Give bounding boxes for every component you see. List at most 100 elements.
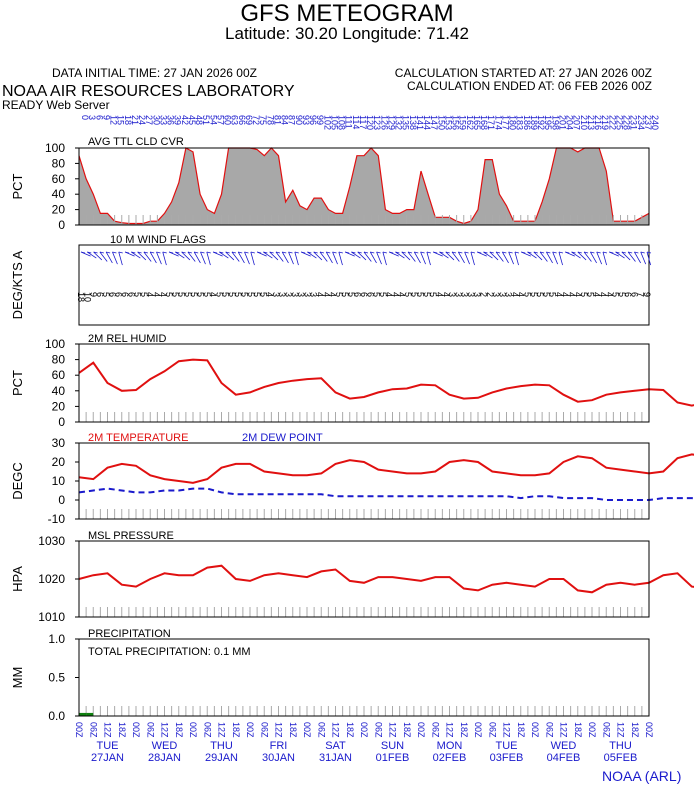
bottom-hour-label: 06Z	[202, 722, 212, 738]
wind-barb-flag	[596, 251, 601, 254]
wind-barb-flag	[577, 251, 582, 254]
wind-speed-label: 3	[497, 292, 507, 297]
top-hour-label: 129	[386, 115, 396, 130]
day-of-week: THU	[609, 740, 632, 752]
page-title: GFS METEOGRAM	[240, 0, 454, 27]
wind-barb	[470, 251, 475, 266]
wind-barb-flag	[118, 251, 123, 254]
wind-barb	[193, 251, 201, 264]
wind-barb	[325, 251, 333, 264]
wind-barb	[237, 251, 245, 264]
bottom-hour-label: 06Z	[601, 722, 611, 738]
wind-barb	[590, 251, 597, 264]
wind-barb-flag	[301, 251, 306, 254]
wind-barb	[156, 251, 162, 265]
cloud-line	[78, 147, 650, 225]
wind-barb-flag	[521, 251, 526, 254]
top-hour-label: 27	[144, 115, 154, 125]
wind-speed-label: 4	[397, 292, 407, 297]
precip-ytick-label: 0.5	[48, 671, 65, 685]
wind-barb	[93, 251, 103, 261]
wind-speed-label: 3	[277, 292, 287, 297]
top-hour-label: 48	[194, 115, 204, 125]
day-date: 27JAN	[91, 752, 124, 764]
rh-ytick-label: 60	[52, 368, 66, 382]
wind-barb	[351, 251, 361, 259]
day-of-week: TUE	[97, 740, 119, 752]
top-hour-label: 171	[486, 115, 496, 130]
bottom-hour-label: 18Z	[459, 722, 469, 738]
cloud-ylabel: PCT	[10, 173, 25, 199]
wind-speed-label: 5	[164, 292, 174, 297]
wind-barb-flag	[571, 251, 576, 254]
wind-barb	[413, 251, 421, 264]
wind-barb-flag	[552, 251, 557, 254]
wind-barb-flag	[124, 251, 130, 254]
wind-barb	[426, 251, 431, 266]
wind-barb-flag	[187, 251, 193, 254]
top-hour-label: 3	[87, 115, 97, 120]
wind-barb-flag	[206, 251, 211, 254]
day-of-week: WED	[551, 740, 577, 752]
day-date: 04FEB	[547, 752, 581, 764]
wind-barb	[552, 251, 559, 265]
top-hour-label: 126	[379, 115, 389, 130]
bottom-hour-label: 18Z	[174, 722, 184, 738]
wind-barb-flag	[539, 251, 545, 254]
wind-barb-flag	[621, 251, 626, 254]
wind-speed-label: 5	[334, 292, 344, 297]
bottom-hour-label: 00Z	[644, 722, 654, 738]
top-hour-label: 69	[244, 115, 254, 125]
wind-barb-flag	[162, 251, 167, 254]
top-hour-label: 42	[180, 115, 190, 125]
dewpoint-legend: 2M DEW POINT	[242, 432, 323, 444]
wind-barb-flag	[219, 251, 224, 254]
wind-speed-label: 3	[271, 292, 281, 297]
wind-barb	[162, 251, 167, 266]
wind-speed-label: 5	[246, 292, 256, 297]
top-hour-label: 84	[280, 115, 290, 125]
top-hour-label: 207	[572, 115, 582, 130]
precip-total: TOTAL PRECIPITATION: 0.1 MM	[88, 646, 251, 658]
wind-barb	[206, 251, 211, 266]
wind-speed-label: 3	[472, 292, 482, 297]
day-of-week: TUE	[496, 740, 518, 752]
bottom-hour-label: 12Z	[388, 722, 398, 738]
wind-barb-flag	[269, 251, 274, 254]
wind-barb-flag	[351, 251, 356, 254]
wind-speed-label: 4	[554, 292, 564, 297]
wind-barb-flag	[275, 251, 281, 254]
wind-barb-flag	[376, 251, 381, 254]
wind-barb	[294, 251, 299, 266]
wind-speed-label: 4	[573, 292, 583, 297]
bottom-hour-label: 12Z	[217, 722, 227, 738]
top-hour-label: 33	[158, 115, 168, 125]
wind-barb	[187, 251, 196, 262]
wind-barb-flag	[615, 251, 620, 254]
credit-label: NOAA (ARL)	[602, 768, 682, 784]
wind-ylabel: DEG/KTS A	[10, 250, 25, 319]
rh-ytick-label: 40	[52, 384, 66, 398]
wind-barb	[250, 251, 255, 266]
wind-title: 10 M WIND FLAGS	[110, 234, 206, 246]
day-date: 31JAN	[319, 752, 352, 764]
wind-barb-flag	[80, 251, 86, 254]
wind-speed-label: 3	[309, 292, 319, 297]
wind-barb	[99, 251, 108, 262]
temp-ytick-label: -10	[48, 512, 66, 526]
wind-speed-label: 6	[126, 292, 136, 297]
wind-barb-flag	[143, 251, 148, 254]
wind-barb-flag	[250, 251, 255, 254]
top-hour-label: 18	[123, 115, 133, 125]
temp-ytick-label: 0	[58, 493, 65, 507]
wind-speed-label: 10	[82, 292, 92, 302]
top-hour-label: 204	[565, 115, 575, 130]
wind-speed-label: 4	[321, 292, 331, 297]
wind-barb-flag	[137, 251, 142, 254]
cloud-ytick-label: 100	[45, 141, 65, 155]
bottom-hour-label: 06Z	[145, 722, 155, 738]
wind-speed-label: 3	[447, 292, 457, 297]
wind-barb-flag	[212, 251, 218, 254]
wind-barb	[527, 251, 537, 259]
wind-barb-flag	[87, 251, 92, 254]
